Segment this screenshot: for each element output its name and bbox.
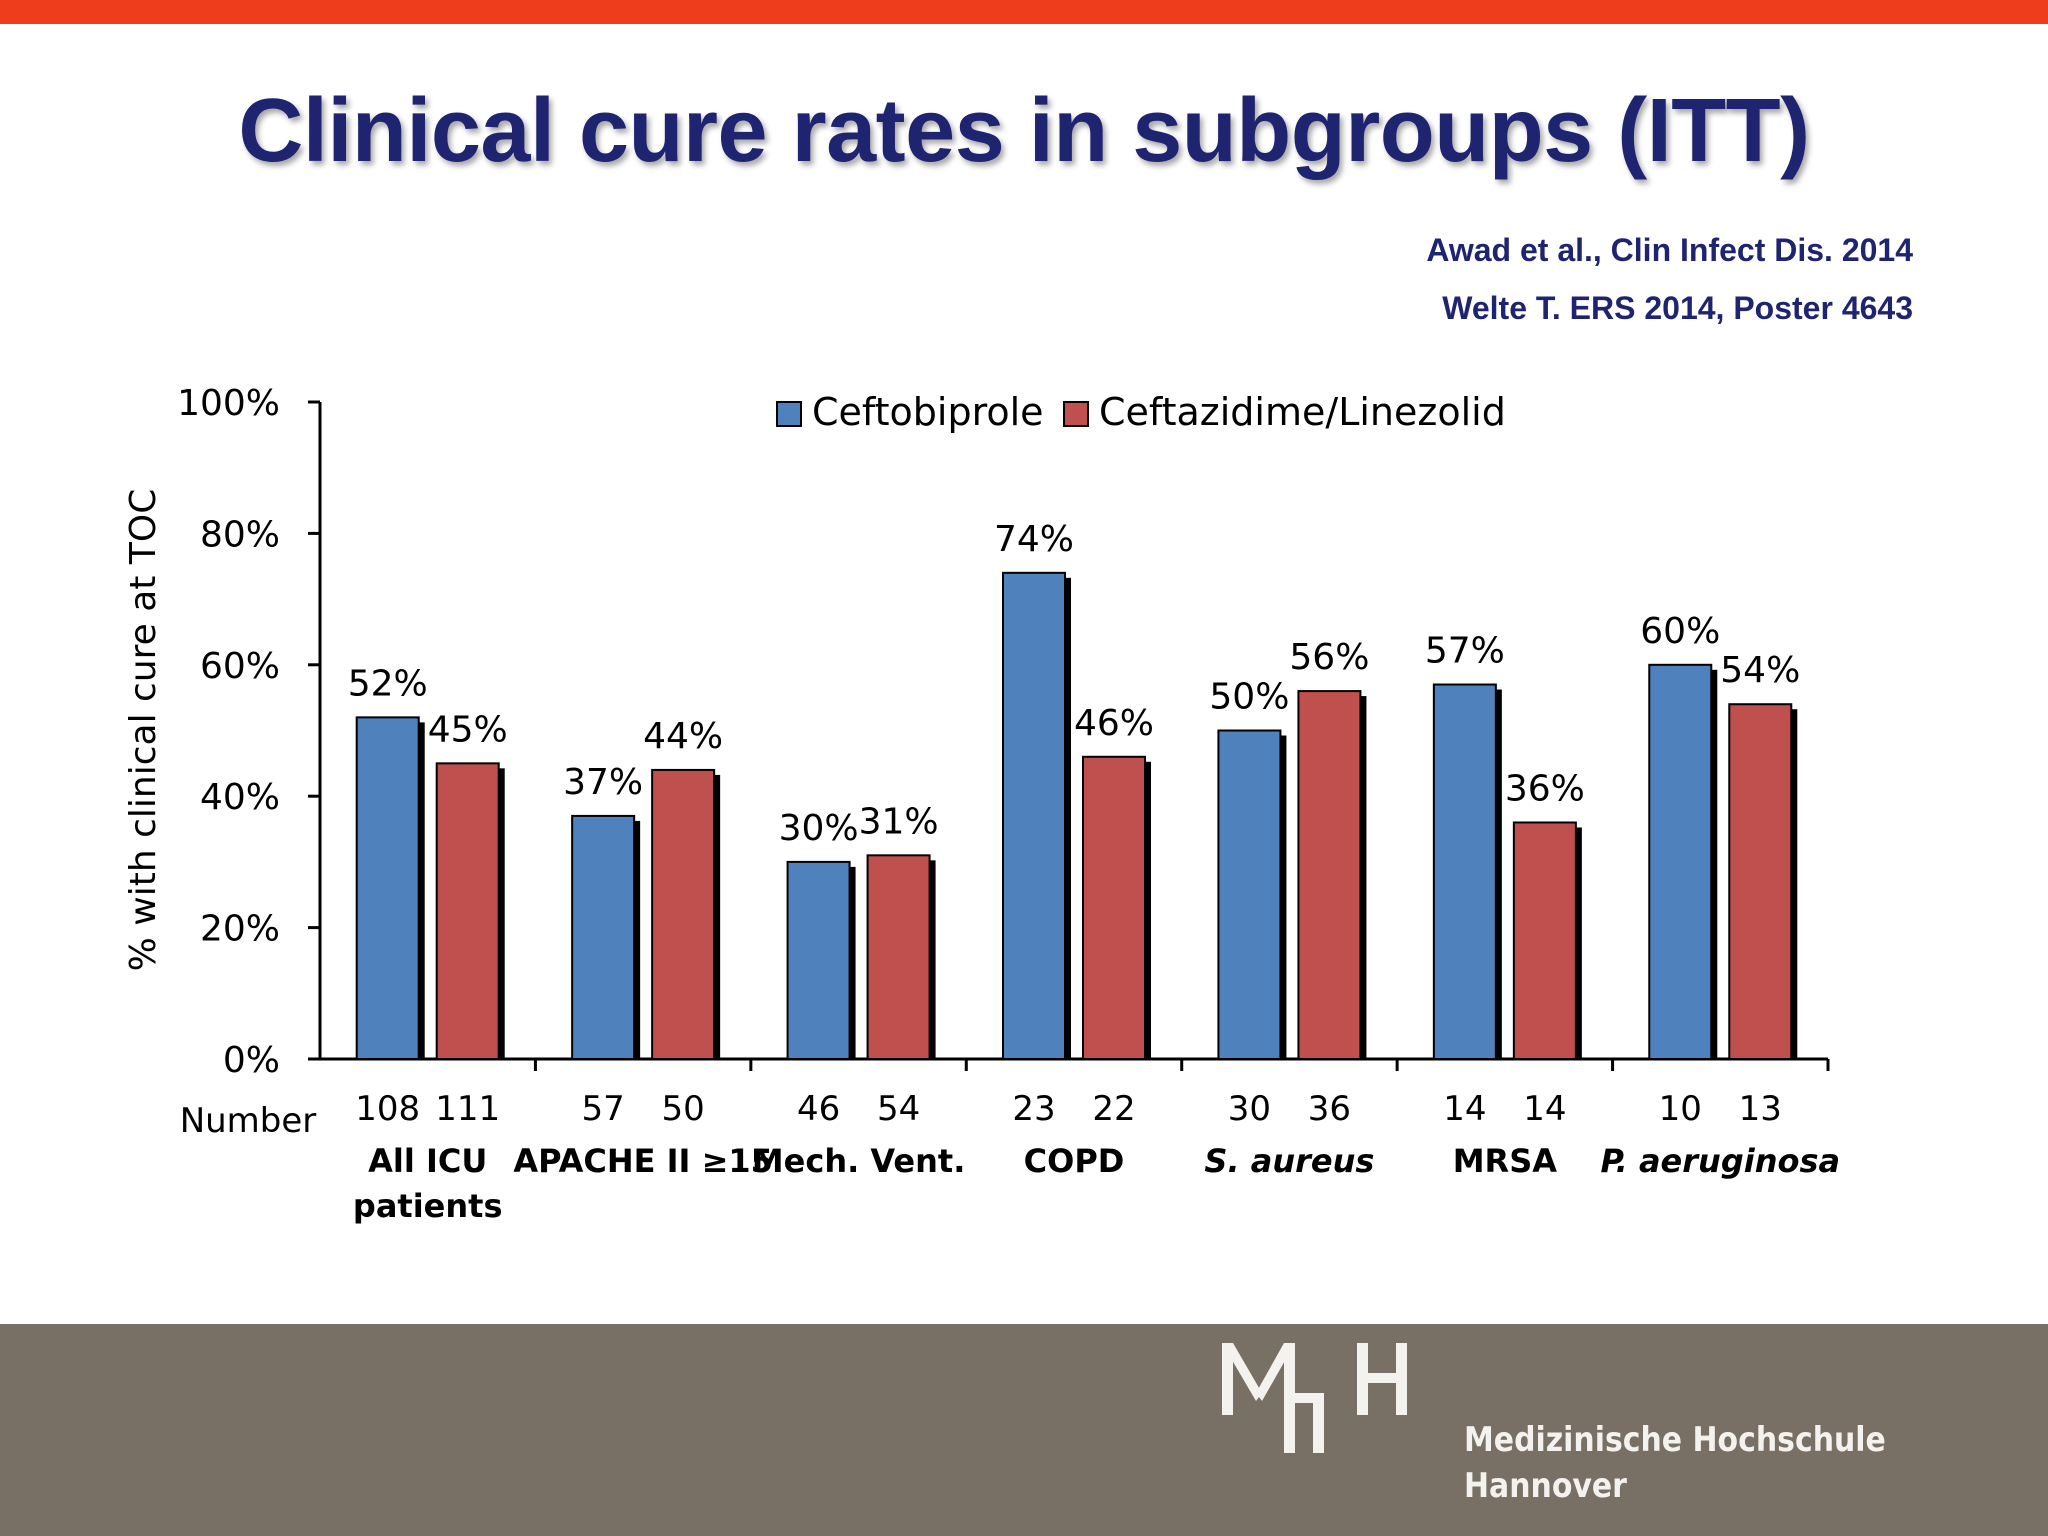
number-row-label: Number (180, 1101, 317, 1141)
data-label: 37% (563, 762, 643, 803)
data-label: 45% (428, 709, 508, 750)
n-label: 57 (582, 1089, 625, 1129)
data-label: 36% (1505, 768, 1585, 809)
data-label: 44% (643, 716, 723, 757)
n-label: 54 (877, 1089, 920, 1129)
n-label: 108 (355, 1089, 420, 1129)
n-label: 13 (1739, 1089, 1782, 1129)
bar-ceftazidime-linezolid (1297, 690, 1362, 1061)
data-label: 60% (1640, 611, 1720, 652)
n-label: 14 (1523, 1089, 1566, 1129)
n-label: 14 (1443, 1089, 1486, 1129)
category-label: P. aeruginosa (1600, 1142, 1840, 1180)
mhh-logo-glyph (1222, 1343, 1407, 1453)
legend-label-ceftobiprole: Ceftobiprole (812, 390, 1044, 434)
category-label: S. aureus (1204, 1142, 1374, 1180)
data-label: 57% (1425, 631, 1505, 672)
n-label: 50 (662, 1089, 705, 1129)
category-label: MRSA (1453, 1142, 1558, 1180)
category-label: All ICU (368, 1142, 487, 1180)
data-label: 30% (779, 808, 859, 849)
category-label: patients (353, 1187, 503, 1225)
y-tick-label: 20% (200, 909, 280, 950)
bar-ceftazidime-linezolid (1512, 821, 1577, 1060)
bar-ceftobiprole (571, 814, 636, 1060)
y-axis-title: % with clinical cure at TOC (123, 489, 164, 972)
citation-awad: Awad et al., Clin Infect Dis. 2014 (1426, 232, 1913, 268)
data-label: 50% (1209, 677, 1289, 718)
footer-band (0, 1324, 2048, 1536)
bar-ceftobiprole (1002, 571, 1066, 1060)
n-label: 111 (435, 1089, 500, 1129)
category-label: Mech. Vent. (752, 1142, 966, 1180)
bar-ceftobiprole (1648, 663, 1713, 1060)
mhh-logo-mark (1222, 1343, 1407, 1453)
category-label: APACHE II ≥15 (513, 1142, 773, 1180)
n-label: 10 (1659, 1089, 1702, 1129)
logo-name-line2: Hannover (1464, 1466, 1627, 1506)
slide-title: Clinical cure rates in subgroups (ITT) (238, 81, 1810, 181)
data-label: 46% (1074, 703, 1154, 744)
bar-ceftobiprole (786, 860, 851, 1061)
bar-ceftazidime-linezolid (435, 762, 500, 1060)
bar-ceftazidime-linezolid (651, 768, 716, 1060)
category-label: COPD (1024, 1142, 1125, 1180)
bar-ceftazidime-linezolid (866, 854, 931, 1061)
top-accent-bar (0, 0, 2048, 24)
data-label: 74% (994, 519, 1074, 560)
logo-name-line1: Medizinische Hochschule (1464, 1420, 1886, 1460)
n-label: 46 (797, 1089, 840, 1129)
legend-label-ceftazidime-linezolid: Ceftazidime/Linezolid (1099, 390, 1506, 434)
bar-ceftobiprole (355, 716, 420, 1060)
y-tick-label: 60% (200, 646, 280, 687)
bar-ceftobiprole (1217, 729, 1282, 1060)
data-label: 54% (1720, 650, 1800, 691)
data-label: 52% (348, 663, 428, 704)
y-tick-label: 80% (200, 514, 280, 555)
y-tick-label: 40% (200, 777, 280, 818)
n-label: 23 (1012, 1089, 1055, 1129)
n-label: 36 (1308, 1089, 1351, 1129)
bar-ceftazidime-linezolid (1082, 755, 1146, 1061)
data-label: 31% (859, 801, 939, 842)
n-label: 22 (1092, 1089, 1135, 1129)
legend-swatch-ceftazidime-linezolid (1063, 401, 1089, 427)
citation-welte: Welte T. ERS 2014, Poster 4643 (1442, 290, 1913, 326)
legend-swatch-ceftobiprole (776, 401, 802, 427)
y-tick-label: 100% (177, 383, 280, 424)
y-tick-label: 0% (223, 1040, 280, 1081)
data-label: 56% (1289, 637, 1369, 678)
clinical-cure-bar-chart: 0% 20% 40% 60% 80% 100% % with clinical cure a… (123, 383, 1840, 1225)
bar-ceftobiprole (1432, 683, 1497, 1060)
bar-ceftazidime-linezolid (1728, 703, 1793, 1060)
n-label: 30 (1228, 1089, 1271, 1129)
